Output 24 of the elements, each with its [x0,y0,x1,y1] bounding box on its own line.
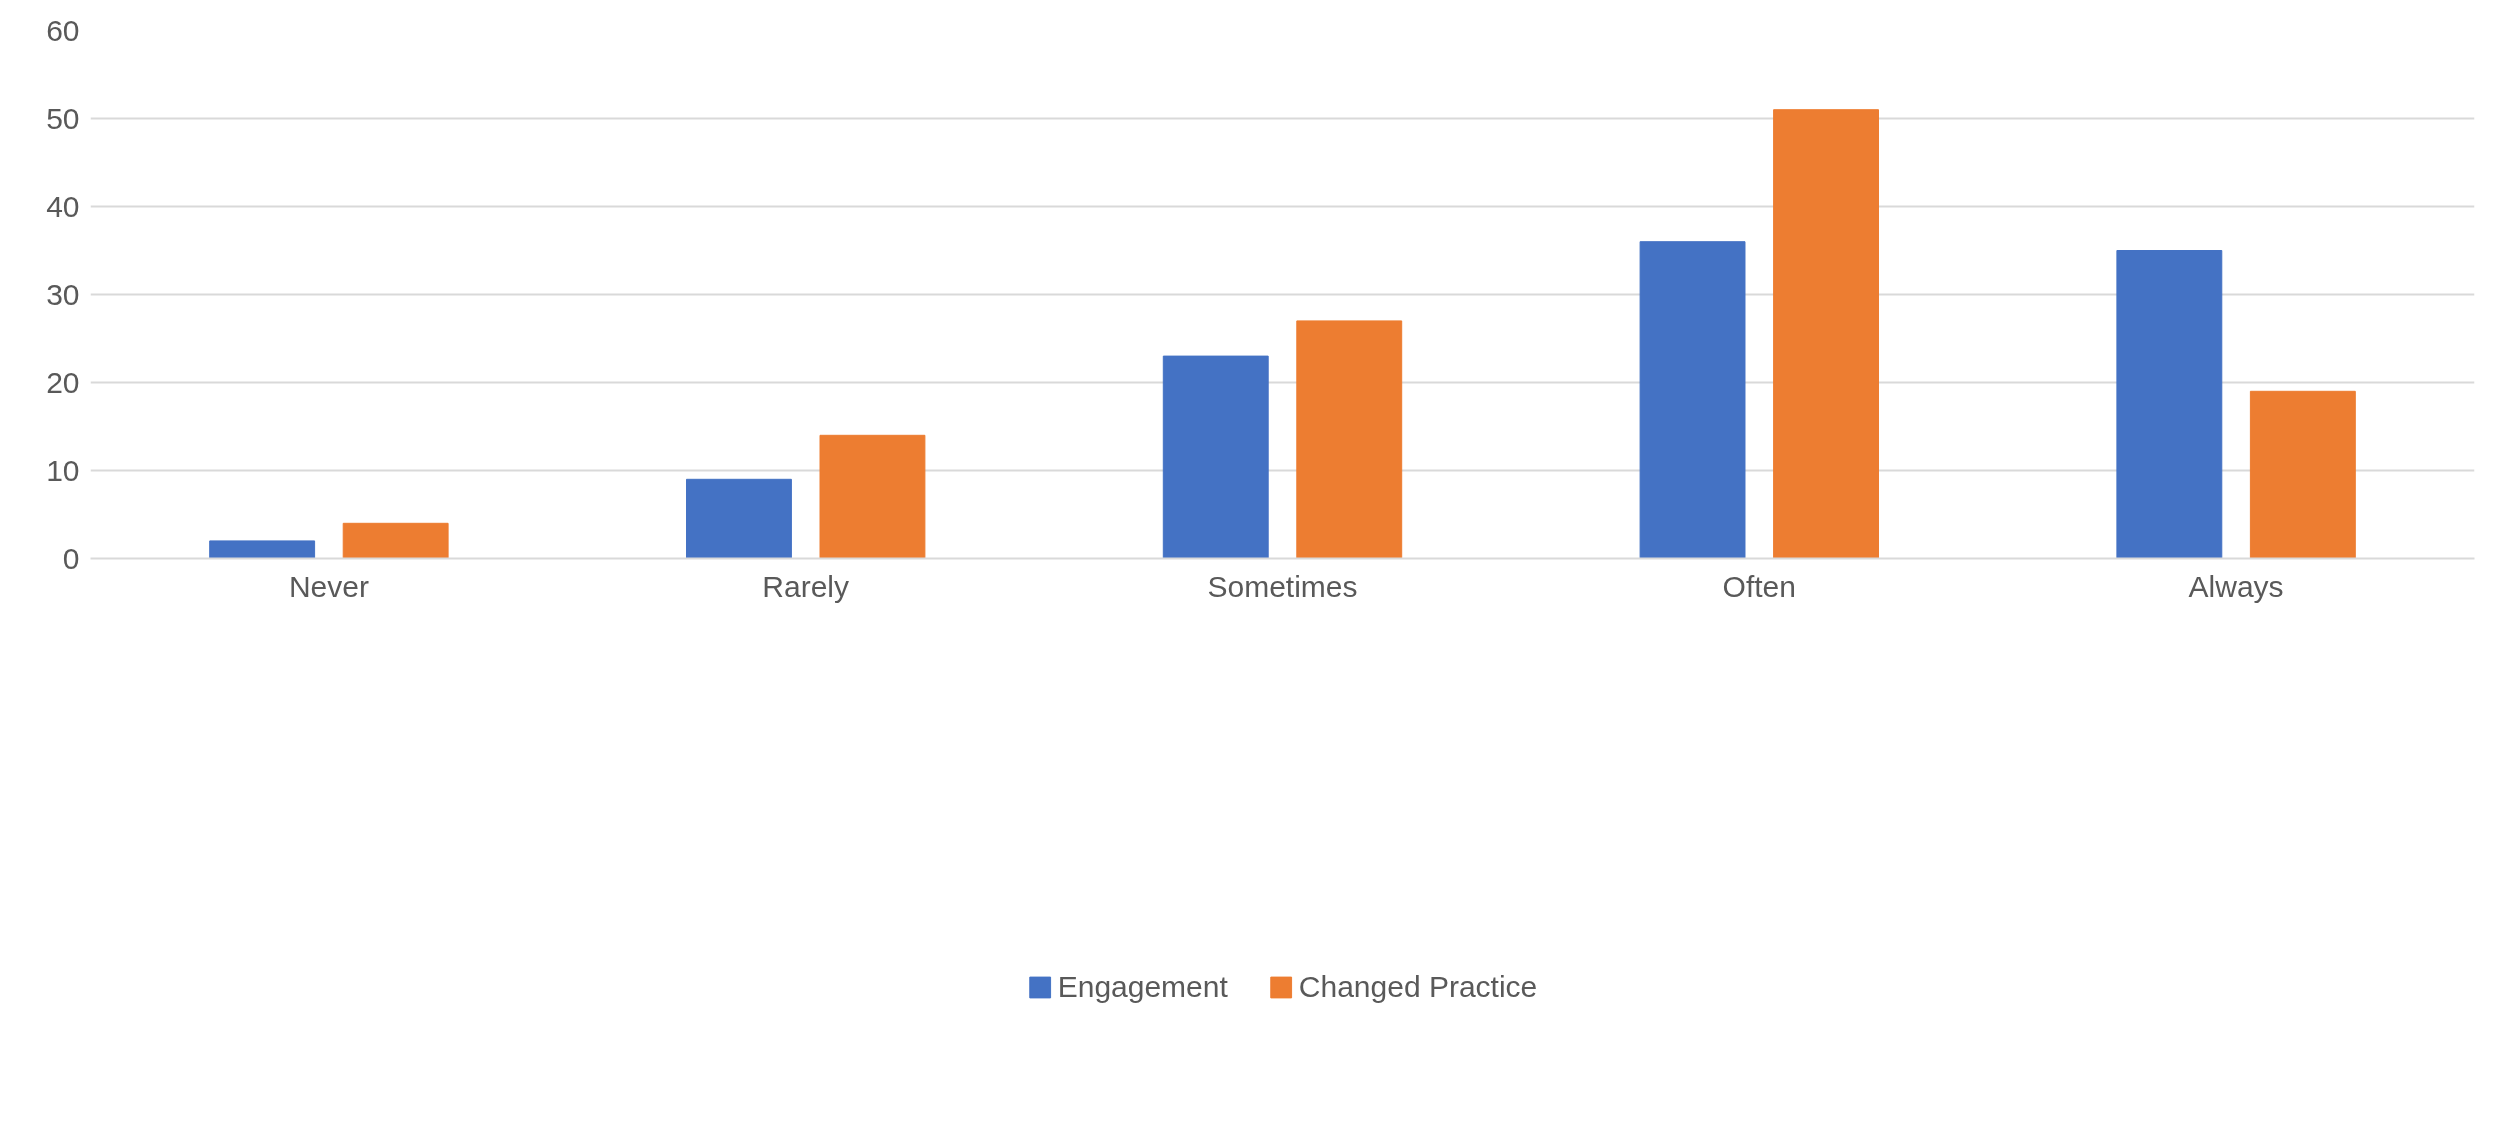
x-tick-label: Often [1722,569,1796,603]
bar [2116,250,2223,559]
bar [1162,355,1269,559]
y-tick-label: 50 [46,101,80,135]
y-tick-label: 0 [62,541,80,575]
bar [1639,241,1746,559]
legend-label: Engagement [1057,969,1228,1004]
y-tick-label: 30 [46,277,80,311]
y-tick-label: 20 [46,365,80,399]
y-tick-label: 10 [46,453,80,487]
bar [342,522,449,559]
x-tick-label: Rarely [762,569,850,603]
bar [2249,390,2356,559]
y-tick-label: 60 [46,13,80,47]
bar [1773,109,1879,559]
bar [1296,320,1403,559]
legend-label: Changed Practice [1298,969,1538,1004]
x-tick-label: Never [288,569,369,603]
bar [686,478,792,559]
y-tick-label: 40 [46,189,80,223]
bar [819,434,926,559]
bar [209,540,316,559]
x-tick-label: Sometimes [1207,569,1358,603]
x-tick-label: Always [2188,569,2284,603]
